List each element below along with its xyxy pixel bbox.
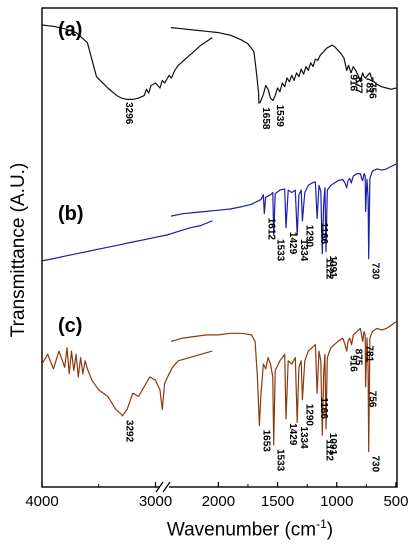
peak-label: 730 [370,263,381,280]
axis-break-mark [162,481,171,493]
x-axis-title-superscript: -1 [316,517,327,531]
peak-label: 916 [348,74,359,91]
peak-label: 3292 [123,420,134,443]
peak-label: 756 [367,82,378,99]
peak-label: 756 [367,391,378,408]
panel-label: (b) [58,203,84,225]
peak-label: 1091 [327,433,338,456]
peak-label: 1539 [274,105,285,128]
peak-label: 877 [352,77,363,94]
peak-label: 1290 [303,225,314,248]
panel-label: (a) [58,19,82,41]
spectrum-line [170,321,397,453]
axis-break-mark [155,481,164,493]
x-axis-title-text: Wavenumber (cm [166,519,317,541]
peak-label: 1290 [303,404,314,427]
peak-label: 781 [364,345,375,362]
axis-break-gap [159,481,169,493]
panel-label: (c) [58,315,82,337]
x-tick-label: 2000 [202,493,235,510]
peak-label: 1091 [327,256,338,279]
x-tick-label: 1500 [261,493,294,510]
peak-label: 916 [348,355,359,372]
peak-label: 1533 [275,239,286,262]
x-tick-label: 1000 [320,493,353,510]
peak-label: 1653 [260,430,271,453]
plot-frame [41,7,398,488]
y-axis-title: Transmittance (A.U.) [8,162,29,338]
x-axis-title: Wavenumber (cm-1) [140,517,360,541]
peak-label: 1658 [260,107,271,130]
peak-label: 1122 [323,439,334,461]
peak-label: 781 [364,77,375,94]
x-tick-label: 4000 [25,493,58,510]
peak-label: 1166 [318,397,329,419]
peak-label: 3296 [123,102,134,125]
x-tick-label: 3000 [139,493,172,510]
spectrum-line [41,24,213,101]
x-axis-title-end: ) [326,519,334,541]
spectrum-line [41,220,213,262]
peak-label: 1429 [287,232,298,255]
x-tick-label: 500 [383,493,408,510]
spectrum-line [170,163,397,260]
peak-label: 1166 [318,222,329,244]
peak-label: 1612 [265,218,276,241]
peak-label: 1334 [298,239,309,262]
spectrum-line [170,27,397,104]
peak-label: 1334 [298,426,309,449]
peak-label: 875 [353,349,364,366]
spectrum-line [41,347,213,417]
peak-label: 1429 [287,423,298,446]
peak-label: 730 [370,456,381,473]
peak-label: 1533 [275,449,286,472]
peak-label: 1122 [323,258,334,280]
